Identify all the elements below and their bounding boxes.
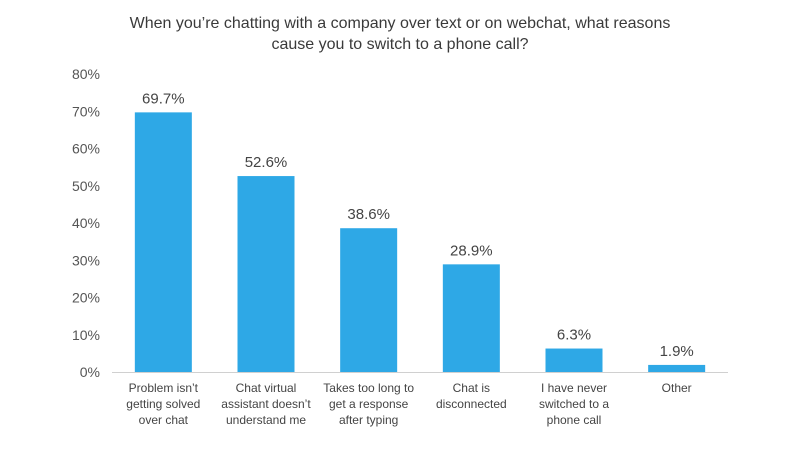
y-tick-label: 10% [72,327,100,343]
category-label-line: assistant doesn’t [221,397,311,411]
category-label-line: after typing [339,413,398,427]
y-tick-label: 40% [72,215,100,231]
category-label-line: Takes too long to [323,381,414,395]
bar-value-label: 69.7% [142,90,185,107]
y-tick-label: 30% [72,252,100,268]
category-label-line: understand me [226,413,306,427]
category-label: Problem isn’t getting solved over chat [126,381,200,427]
y-tick-label: 50% [72,178,100,194]
category-label-line: Chat is [453,381,490,395]
bar [340,228,398,372]
bar-value-label: 38.6% [347,206,390,223]
bar [648,364,706,372]
category-label-line: phone call [547,413,602,427]
bar [545,348,603,372]
bar [237,176,295,372]
bar [442,264,500,372]
category-label-line: I have never [541,381,607,395]
bar-value-label: 52.6% [245,154,288,171]
category-label: Chat virtual assistant doesn’t understand … [221,381,311,427]
chart-title-line-2: cause you to switch to a phone call? [271,36,529,53]
category-label: Chat is disconnected [436,381,507,411]
bar-value-label: 6.3% [557,327,591,344]
bar-value-label: 28.9% [450,242,493,259]
bar [134,112,192,373]
category-label-line: Problem isn’t [129,381,199,395]
category-label: Takes too long to get a response after typ… [323,381,414,427]
category-label-line: switched to a [539,397,609,411]
y-tick-label: 20% [72,290,100,306]
y-tick-label: 0% [80,364,100,380]
bar-value-label: 1.9% [660,343,694,360]
category-label-line: Other [662,381,692,395]
chart-title: When you’re chatting with a company over… [0,13,800,55]
category-label-line: get a response [329,397,409,411]
category-label-line: Chat virtual [236,381,297,395]
category-label-line: disconnected [436,397,507,411]
chart-title-line-1: When you’re chatting with a company over… [129,15,671,32]
category-label-line: over chat [139,413,189,427]
y-tick-label: 70% [72,103,100,119]
category-label-line: getting solved [126,397,200,411]
y-tick-label: 60% [72,141,100,157]
y-tick-label: 80% [72,66,100,82]
category-label: I have never switched to a phone call [539,381,609,427]
category-label: Other [662,381,692,395]
